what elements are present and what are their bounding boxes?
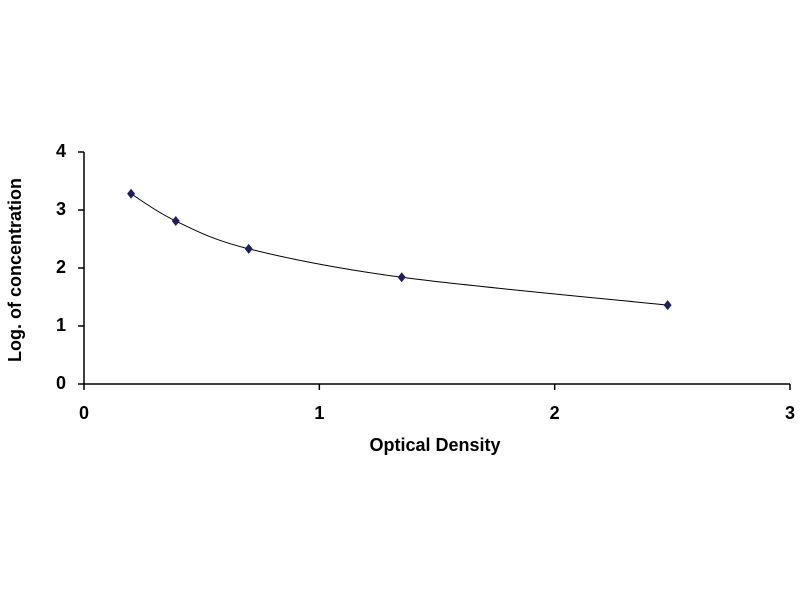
data-point	[127, 188, 136, 199]
x-tick-label: 2	[550, 403, 560, 423]
y-tick-label: 3	[56, 199, 66, 219]
y-tick-label: 2	[56, 257, 66, 277]
data-point	[663, 300, 672, 311]
x-tick-label: 0	[79, 403, 89, 423]
y-tick-label: 4	[56, 141, 66, 161]
y-tick-label: 1	[56, 315, 66, 335]
trend-line	[130, 193, 668, 306]
y-axis-title: Log. of concentration	[5, 178, 25, 362]
x-axis-title: Optical Density	[369, 435, 500, 455]
data-point	[397, 272, 406, 283]
data-point	[171, 216, 180, 227]
data-point	[244, 243, 253, 254]
x-tick-label: 1	[314, 403, 324, 423]
y-tick-label: 0	[56, 373, 66, 393]
x-tick-label: 3	[785, 403, 795, 423]
